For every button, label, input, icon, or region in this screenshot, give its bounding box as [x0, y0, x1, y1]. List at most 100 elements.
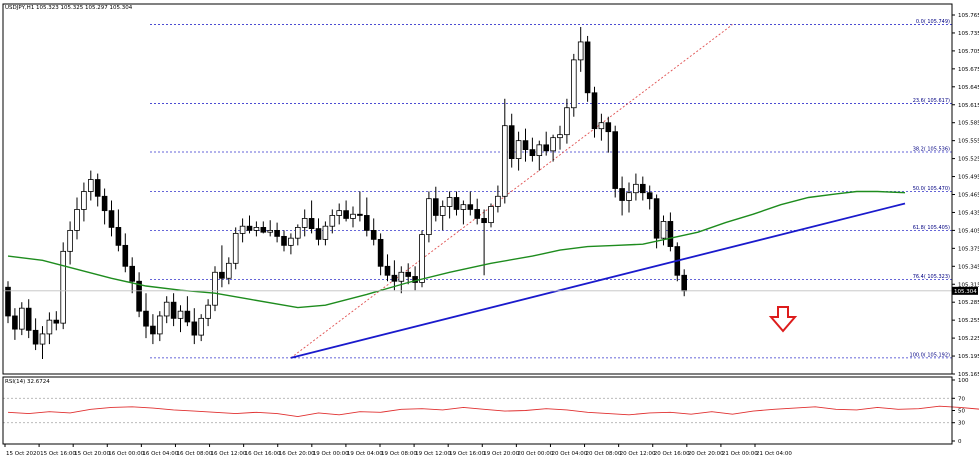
bull-candle — [501, 125, 508, 197]
bear-candle — [467, 204, 474, 210]
bull-candle — [633, 183, 639, 194]
bull-candle — [232, 232, 239, 264]
bear-candle — [184, 310, 191, 323]
fib-level-label: 100.0( 105.192) — [910, 352, 951, 358]
bull-candle — [39, 333, 46, 345]
time-axis-label: 20 Oct 04:00 — [551, 451, 587, 457]
bear-candle — [150, 325, 156, 335]
bear-candle — [370, 229, 377, 240]
bull-candle — [536, 144, 543, 157]
bear-candle — [405, 271, 411, 277]
bear-candle — [377, 238, 384, 267]
price-axis-label: 105.285 — [958, 300, 979, 306]
price-axis-label: 105.435 — [958, 210, 979, 216]
price-plot[interactable]: 0.0( 105.749) 23.6( 105.617) 38.2( 105.536… — [3, 19, 952, 360]
bull-candle — [460, 204, 467, 210]
bull-candle — [398, 271, 405, 282]
bull-candle — [550, 137, 556, 152]
bull-candle — [198, 317, 205, 336]
bull-candle — [301, 218, 308, 228]
bear-candle — [315, 228, 322, 240]
rsi-plot[interactable] — [3, 397, 979, 424]
bear-candle — [522, 140, 529, 151]
price-axis-label: 105.225 — [958, 336, 979, 342]
bear-candle — [108, 210, 115, 228]
bear-candle — [53, 319, 60, 324]
fib-level-label: 50.0( 105.470) — [913, 186, 950, 192]
bear-candle — [12, 315, 18, 330]
moving-average-line — [7, 190, 906, 309]
rsi-label: RSI(14) 32.6724 — [5, 379, 50, 385]
time-axis-label: 16 Oct 08:00 — [176, 451, 212, 457]
bear-candle — [136, 280, 142, 312]
time-axis-label: 19 Oct 12:00 — [415, 451, 451, 457]
price-axis-label: 105.645 — [958, 85, 979, 91]
bull-candle — [577, 41, 584, 61]
bull-candle — [419, 234, 425, 283]
bull-candle — [212, 271, 218, 306]
bull-candle — [598, 122, 605, 130]
price-axis-label: 105.255 — [958, 318, 979, 324]
fib-level-label: 61.8( 105.405) — [913, 225, 950, 231]
rsi-axis-label: 100 — [958, 378, 969, 384]
price-axis-label: 105.765 — [958, 13, 979, 19]
bear-candle — [646, 192, 653, 200]
bear-candle — [432, 198, 439, 216]
bearish-arrow-icon — [768, 306, 798, 333]
time-axis-label: 21 Oct 00:00 — [722, 451, 758, 457]
price-axis-label: 105.585 — [958, 121, 979, 127]
bull-candle — [329, 215, 336, 227]
bull-candle — [564, 107, 570, 136]
bull-candle — [446, 197, 453, 207]
time-axis-label: 20 Oct 00:00 — [517, 451, 553, 457]
bear-candle — [363, 215, 370, 231]
bull-candle — [488, 206, 494, 224]
bear-candle — [391, 274, 398, 282]
price-panel-frame — [2, 3, 953, 375]
bull-candle — [46, 319, 53, 335]
time-axis-label: 15 Oct 16:00 — [40, 451, 76, 457]
time-axis-label: 16 Oct 00:00 — [108, 451, 144, 457]
fib-level-label: 23.6( 105.617) — [913, 98, 950, 104]
bull-candle — [88, 179, 94, 192]
bear-candle — [219, 271, 225, 279]
bull-candle — [60, 250, 66, 324]
bear-candle — [308, 218, 315, 230]
time-axis-label: 16 Oct 20:00 — [279, 451, 315, 457]
price-axis-label: 105.615 — [958, 103, 979, 109]
bull-candle — [322, 225, 329, 240]
bear-candle — [508, 125, 515, 159]
bull-candle — [515, 140, 522, 159]
bear-candle — [653, 198, 660, 239]
bear-candle — [101, 195, 108, 212]
rsi-line — [7, 405, 979, 418]
time-axis-label: 16 Oct 16:00 — [245, 451, 281, 457]
time-axis-label: 20 Oct 12:00 — [620, 451, 656, 457]
price-axis-label: 105.555 — [958, 139, 979, 145]
bear-candle — [5, 286, 11, 317]
bear-candle — [191, 321, 198, 336]
bear-candle — [143, 310, 149, 327]
fib-level-label: 38.2( 105.536) — [913, 147, 950, 153]
bear-candle — [115, 227, 122, 246]
symbol-info-label: USDJPY,H1 105.323 105.325 105.297 105.30… — [5, 5, 133, 11]
bull-candle — [205, 304, 211, 319]
time-axis-label: 19 Oct 00:00 — [313, 451, 349, 457]
bull-candle — [426, 198, 432, 235]
axes: 105.765 105.735 105.705 105.675 105.645 105.6… — [2, 3, 979, 457]
price-axis-label: 105.735 — [958, 31, 979, 37]
bull-candle — [267, 229, 273, 233]
bull-candle — [660, 221, 667, 239]
bull-candle — [626, 192, 632, 201]
price-axis-label: 105.525 — [958, 157, 979, 163]
bull-candle — [288, 237, 294, 246]
price-axis-label: 105.405 — [958, 228, 979, 234]
bear-candle — [170, 301, 177, 319]
bear-candle — [384, 265, 391, 276]
bear-candle — [260, 227, 267, 233]
bull-candle — [225, 262, 232, 279]
rsi-axis-label: 0 — [958, 439, 962, 445]
